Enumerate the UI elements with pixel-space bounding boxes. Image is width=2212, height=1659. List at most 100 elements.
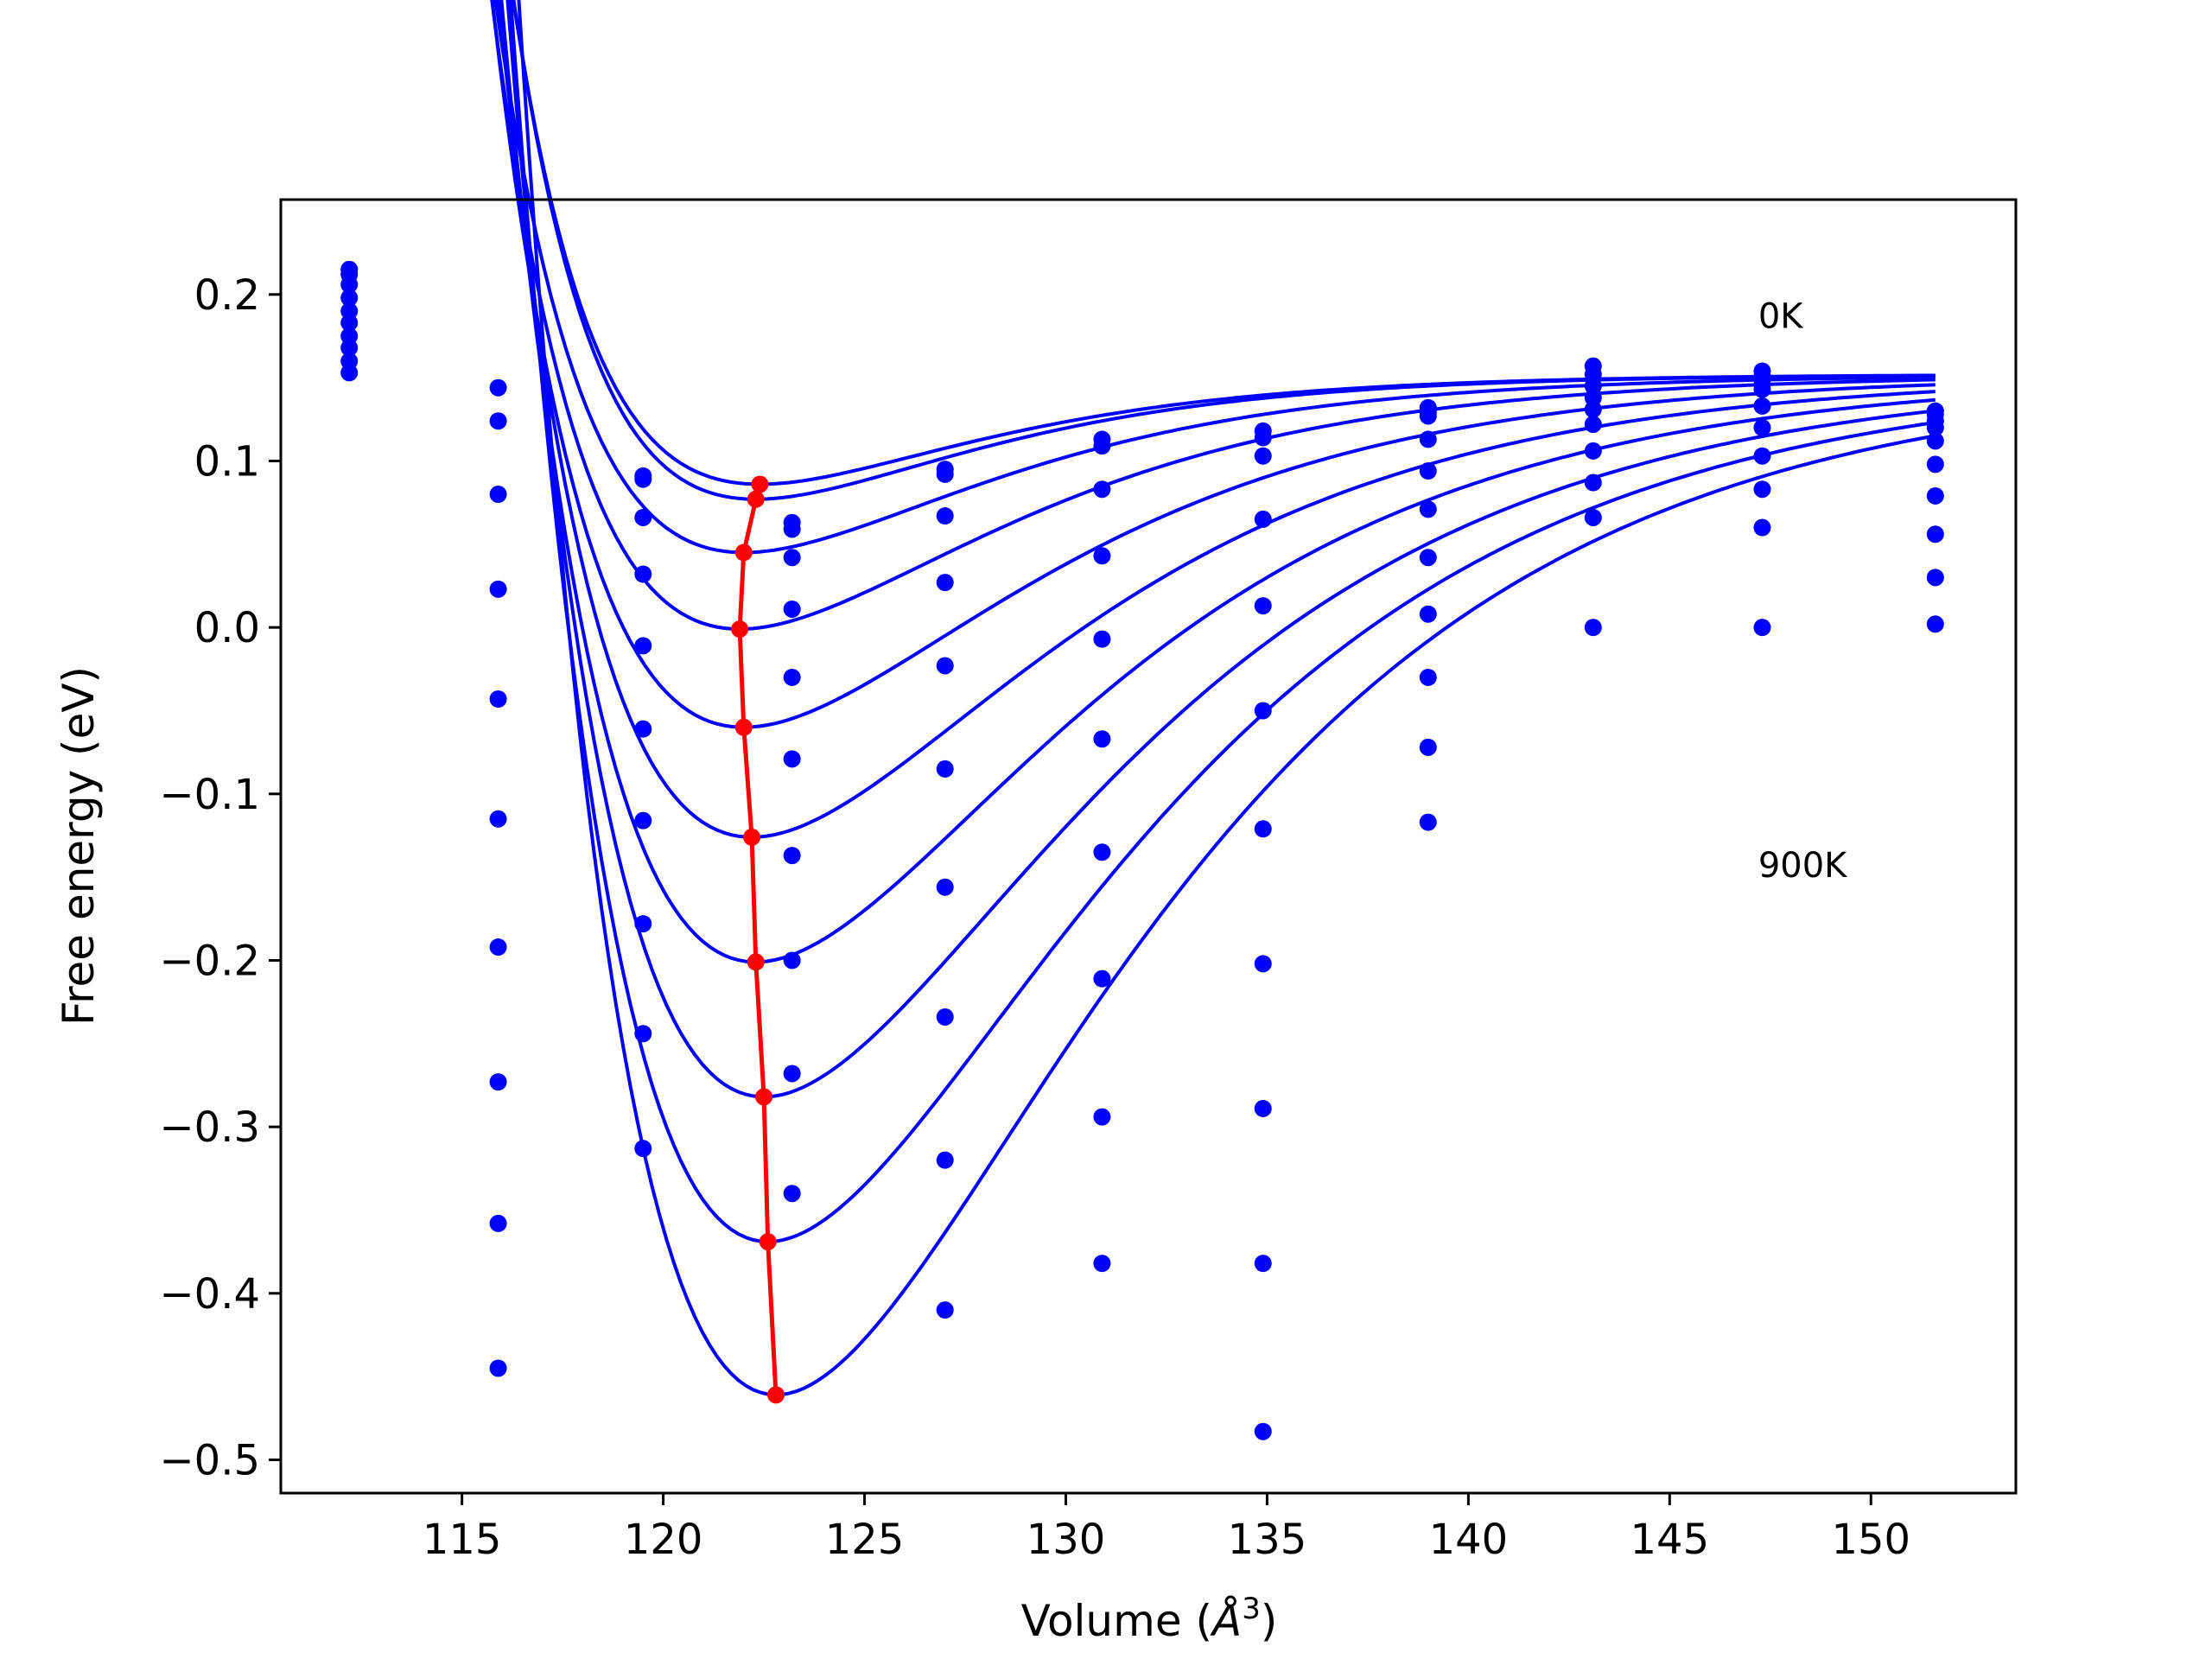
x-tick-label: 120 [624, 1516, 703, 1564]
data-point [1584, 508, 1602, 526]
x-tick-label: 145 [1630, 1516, 1710, 1564]
y-tick-label: −0.3 [159, 1103, 260, 1152]
data-point [634, 637, 652, 655]
data-point [1753, 380, 1771, 398]
annotation-900k: 900K [1758, 846, 1848, 886]
data-point [1584, 442, 1602, 460]
data-point [1584, 619, 1602, 637]
data-point [1419, 605, 1437, 623]
y-tick-label: 0.1 [194, 437, 260, 486]
fit-curve-9 [517, 0, 1936, 1397]
data-point [489, 810, 507, 828]
data-point [1419, 407, 1437, 425]
minimum-point [755, 1088, 773, 1106]
data-point [1584, 474, 1602, 492]
y-tick-label: −0.5 [159, 1436, 260, 1484]
data-point [1093, 437, 1111, 455]
data-point [489, 1073, 507, 1091]
y-tick-label: −0.1 [159, 771, 260, 819]
y-tick-label: 0.0 [194, 604, 260, 652]
data-point [634, 470, 652, 488]
data-point [340, 314, 359, 332]
data-point [1419, 430, 1437, 448]
data-point [634, 1025, 652, 1043]
y-axis-ticks: −0.5 −0.4 −0.3 −0.2 −0.1 0.0 0.1 0.2 [159, 271, 281, 1484]
data-point [489, 1359, 507, 1377]
data-point [1254, 702, 1272, 720]
x-tick-label: 130 [1027, 1516, 1106, 1564]
data-point [936, 574, 954, 592]
data-point [1926, 418, 1944, 436]
data-point [634, 1140, 652, 1158]
x-tick-label: 150 [1831, 1516, 1910, 1564]
data-point [340, 289, 359, 307]
data-point [340, 276, 359, 294]
data-point [1753, 397, 1771, 415]
data-point [936, 507, 954, 525]
data-points [340, 260, 1944, 1440]
data-point [1254, 429, 1272, 447]
data-point [1093, 730, 1111, 748]
data-point [1926, 432, 1944, 450]
data-point [936, 657, 954, 675]
data-point [1926, 615, 1944, 633]
data-point [489, 580, 507, 598]
data-point [634, 811, 652, 830]
data-point [1254, 1255, 1272, 1273]
minimum-point [759, 1233, 777, 1251]
data-point [489, 690, 507, 708]
data-point [783, 750, 801, 768]
data-point [489, 1214, 507, 1232]
data-point [1753, 418, 1771, 436]
data-point [936, 1007, 954, 1026]
x-tick-label: 135 [1228, 1516, 1307, 1564]
data-point [1093, 547, 1111, 565]
data-point [634, 508, 652, 526]
data-point [936, 760, 954, 778]
data-point [489, 938, 507, 957]
data-point [1093, 630, 1111, 648]
data-point [489, 378, 507, 397]
data-point [1254, 1099, 1272, 1117]
data-point [1753, 480, 1771, 499]
data-point [1254, 955, 1272, 973]
minimum-point [731, 620, 749, 639]
y-tick-label: 0.2 [194, 271, 260, 320]
data-point [1254, 447, 1272, 465]
minimum-point [747, 953, 765, 971]
fit-curve-4 [490, 0, 1936, 729]
data-point [1093, 969, 1111, 988]
fit-curve-8 [509, 0, 1936, 1244]
minimum-point [767, 1386, 785, 1404]
data-point [1419, 500, 1437, 518]
data-point [1753, 447, 1771, 465]
data-point [1419, 462, 1437, 480]
data-point [783, 520, 801, 538]
fit-curves [490, 0, 1936, 1397]
data-point [783, 549, 801, 567]
fit-curve-5 [496, 0, 1936, 839]
fit-curve-1 [512, 0, 1936, 501]
fit-curve-3 [490, 0, 1936, 632]
minimum-point [743, 828, 761, 846]
data-point [936, 1301, 954, 1319]
data-point [1753, 619, 1771, 637]
data-point [1254, 820, 1272, 838]
data-point [783, 1065, 801, 1083]
data-point [1093, 480, 1111, 499]
data-point [783, 600, 801, 618]
data-point [1584, 416, 1602, 434]
data-point [489, 486, 507, 504]
data-point [1419, 549, 1437, 567]
data-point [936, 878, 954, 896]
data-point [783, 668, 801, 686]
data-point [783, 1185, 801, 1203]
data-point [1926, 486, 1944, 505]
minimum-point [734, 543, 753, 562]
fit-curve-2 [493, 0, 1936, 555]
minima-line [737, 483, 779, 1395]
data-point [783, 847, 801, 865]
data-point [340, 339, 359, 357]
y-axis-label: Free energy (eV) [54, 666, 104, 1026]
